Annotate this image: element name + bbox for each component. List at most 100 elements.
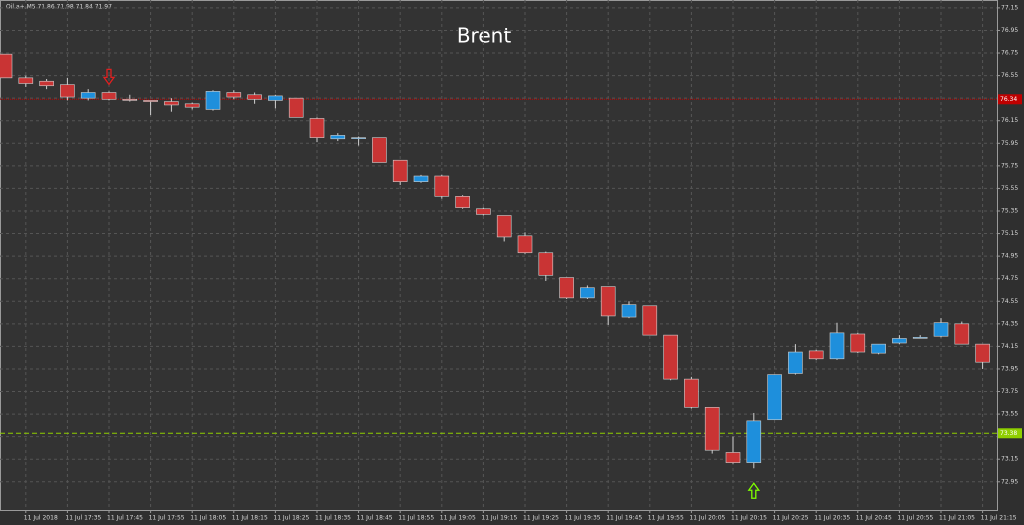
price-label-box (998, 428, 1022, 439)
x-tick-label: 11 Jul 19:35 (565, 515, 601, 522)
y-tick-label: 74.75 (1001, 275, 1018, 282)
price-label: 73.38 (1000, 430, 1017, 437)
y-tick-label: 75.15 (1001, 230, 1018, 237)
candle-body (538, 252, 554, 276)
x-tick-label: 11 Jul 19:45 (606, 515, 642, 522)
y-tick-label: 75.75 (1001, 162, 1018, 169)
candle-body (101, 92, 117, 100)
y-tick-label: 75.55 (1001, 185, 1018, 192)
y-tick-label: 74.35 (1001, 320, 1018, 327)
candle-body (746, 420, 762, 463)
signal-arrow (747, 482, 761, 499)
candle-body (975, 343, 990, 363)
candle-body (60, 84, 75, 98)
x-tick-label: 11 Jul 20:55 (897, 515, 933, 522)
candle-body (600, 286, 616, 317)
candle-body (39, 80, 54, 87)
chart-title: Brent (457, 24, 511, 48)
candle-body (933, 322, 949, 337)
candle-body (351, 137, 366, 139)
x-tick-label: 11 Jul 20:25 (773, 515, 809, 522)
x-tick-label: 11 Jul 18:05 (190, 515, 226, 522)
x-tick-label: 11 Jul 17:45 (107, 515, 143, 522)
y-tick-label: 76.15 (1001, 117, 1018, 124)
candle-body (247, 94, 262, 100)
x-tick-label: 11 Jul 17:35 (65, 515, 101, 522)
candle-body (205, 91, 221, 110)
price-label-box (998, 94, 1022, 105)
plot-area (0, 0, 998, 511)
candle-body (0, 53, 13, 79)
candle-body (663, 334, 678, 380)
candle-body (226, 92, 242, 98)
candle-body (621, 304, 637, 318)
y-tick-label: 76.55 (1001, 72, 1018, 79)
candle-body (372, 137, 387, 163)
candle-body (808, 350, 824, 360)
symbol-header: Oil.a+,M5 71.86 71.98 71.84 71.97 (6, 4, 112, 11)
candle-body (850, 333, 866, 353)
candle-body (496, 215, 512, 238)
candle-body (413, 175, 429, 182)
candle-body (309, 118, 325, 138)
price-label: 76.34 (1000, 96, 1017, 103)
x-tick-label: 11 Jul 19:15 (481, 515, 517, 522)
candle-body (954, 323, 970, 345)
y-tick-label: 73.15 (1001, 456, 1018, 463)
candle-body (912, 337, 928, 339)
y-tick-label: 73.75 (1001, 388, 1018, 395)
x-tick-label: 11 Jul 20:35 (814, 515, 850, 522)
x-tick-label: 11 Jul 21:05 (939, 515, 975, 522)
x-tick-label: 11 Jul 20:45 (856, 515, 892, 522)
candle-body (476, 208, 491, 215)
x-tick-label: 11 Jul 19:05 (440, 515, 476, 522)
y-tick-label: 77.15 (1001, 4, 1018, 11)
y-tick-label: 74.95 (1001, 253, 1018, 260)
candle-body (704, 407, 720, 451)
y-tick-label: 73.95 (1001, 365, 1018, 372)
x-tick-label: 11 Jul 19:55 (648, 515, 684, 522)
x-tick-label: 11 Jul 20:05 (689, 515, 725, 522)
candle-body (392, 159, 408, 182)
y-tick-label: 74.55 (1001, 298, 1018, 305)
candle-body (580, 287, 595, 299)
x-tick-label: 11 Jul 18:35 (315, 515, 351, 522)
candle-body (788, 351, 803, 374)
candle-body (434, 175, 450, 197)
y-tick-label: 76.75 (1001, 50, 1018, 57)
candle-body (268, 95, 283, 101)
candle-body (517, 235, 533, 254)
candle-body (684, 378, 699, 408)
y-tick-label: 75.35 (1001, 207, 1018, 214)
y-tick-label: 72.95 (1001, 478, 1018, 485)
candle-body (80, 92, 96, 99)
candle-body (829, 332, 845, 360)
candle-body (18, 77, 34, 84)
x-tick-label: 11 Jul 2018 (24, 515, 58, 522)
candle-body (455, 196, 470, 208)
candle-body (767, 374, 782, 421)
candle-body (184, 103, 200, 108)
candle-body (122, 98, 138, 101)
candle-body (892, 338, 907, 344)
candle-body (725, 452, 741, 463)
y-tick-label: 76.95 (1001, 27, 1018, 34)
candle-body (330, 135, 346, 140)
x-tick-label: 11 Jul 18:55 (398, 515, 434, 522)
candle-body (642, 305, 658, 336)
y-tick-label: 73.55 (1001, 411, 1018, 418)
y-tick-label: 75.95 (1001, 140, 1018, 147)
candle-body (164, 101, 179, 106)
candle-body (288, 97, 304, 118)
x-tick-label: 11 Jul 21:15 (981, 515, 1017, 522)
candle-body (559, 277, 574, 299)
x-tick-label: 11 Jul 18:15 (232, 515, 268, 522)
x-tick-label: 11 Jul 17:55 (149, 515, 185, 522)
candle-body (871, 343, 886, 354)
x-tick-label: 11 Jul 18:25 (273, 515, 309, 522)
x-tick-label: 11 Jul 20:15 (731, 515, 767, 522)
y-tick-label: 74.15 (1001, 343, 1018, 350)
x-tick-label: 11 Jul 19:25 (523, 515, 559, 522)
signal-arrow (102, 68, 116, 86)
